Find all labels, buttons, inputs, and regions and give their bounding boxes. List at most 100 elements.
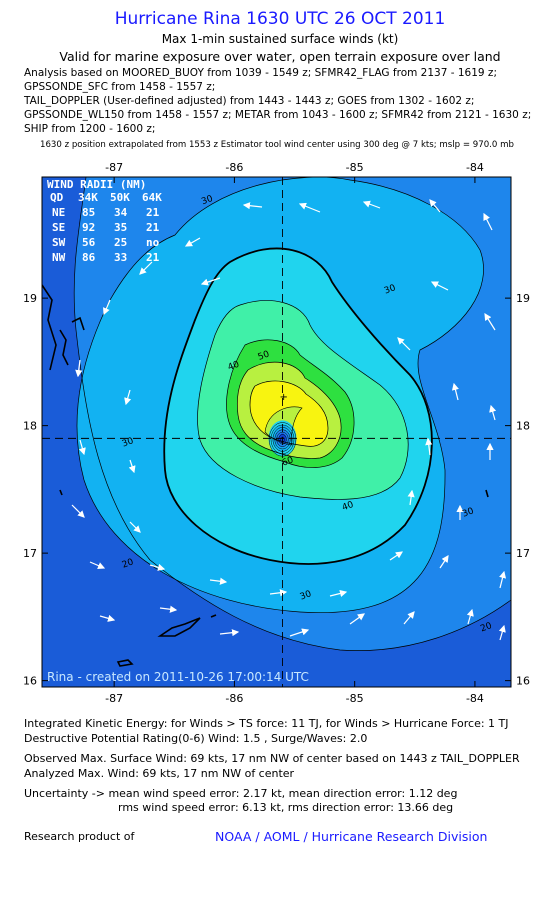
wind-vector	[484, 312, 496, 331]
x-tick-label-top: -86	[225, 161, 243, 174]
y-tick-label-right: 18	[516, 420, 530, 433]
contour-30-line	[76, 177, 484, 614]
chart-subtitle: Max 1-min sustained surface winds (kt)	[161, 32, 399, 46]
credit-text: Rina - created on 2011-10-26 17:00:14 UT…	[47, 670, 309, 684]
wind-vector	[269, 589, 288, 597]
analysis-line: GPSSONDE_SFC from 1458 - 1557 z;	[24, 81, 216, 93]
x-tick-label-top: -85	[346, 161, 364, 174]
contour-label: 30	[461, 506, 475, 519]
wind-vector	[329, 589, 348, 597]
wind-radii-header: QD	[50, 191, 64, 204]
contour-label: 30	[200, 194, 214, 207]
island-guanaja	[210, 614, 217, 618]
wind-radii-cell: 35	[114, 221, 127, 234]
contour-label: 30	[299, 589, 313, 602]
wind-radii-header: 64K	[142, 191, 162, 204]
contour-65-line	[236, 361, 342, 459]
x-axis-ticks: -87 -87 -86 -86 -85 -85 -84 -84	[105, 161, 484, 705]
wind-vector	[397, 337, 411, 351]
contour-label: 30	[121, 436, 135, 449]
analyzed-max-text: Analyzed Max. Wind: 69 kts, 17 nm NW of …	[24, 767, 295, 780]
wind-radii-cell: 34	[114, 206, 128, 219]
wind-vector	[451, 382, 459, 401]
contour-68-line	[249, 380, 329, 447]
land-outline	[42, 284, 489, 667]
wind-vector	[289, 628, 310, 637]
y-axis-ticks: 16 16 17 17 18 18 19 19	[23, 292, 530, 688]
wind-vector	[200, 277, 221, 286]
coast-yucatan	[42, 284, 57, 371]
y-tick-label-left: 17	[23, 547, 37, 560]
contour-label: 30	[383, 283, 397, 296]
wind-radii-table: WIND RADII (NM)QD 34K 50K 64K NE 85 34 21 SE 92 35…	[47, 178, 162, 264]
wind-radii-cell: SW	[52, 236, 66, 249]
wind-radii-cell: no	[146, 236, 160, 249]
wind-vector	[298, 202, 321, 213]
wind-vector	[159, 605, 178, 613]
wind-vector	[209, 577, 228, 585]
wind-radii-cell: 21	[146, 206, 160, 219]
wind-radii-header: 34K	[78, 191, 98, 204]
chart-title: Hurricane Rina 1630 UTC 26 OCT 2011	[114, 9, 446, 29]
x-tick-label-top: -84	[466, 161, 484, 174]
wind-radii-title: WIND RADII (NM)	[47, 178, 146, 191]
contour-label: 40	[227, 360, 241, 373]
wind-vector	[429, 199, 441, 213]
analysis-line: GPSSONDE_WL150 from 1458 - 1557 z; METAR…	[24, 109, 532, 121]
contour-20-line	[73, 177, 511, 651]
wind-vector	[430, 281, 449, 291]
contour-label: 50	[257, 349, 271, 362]
analysis-line: Analysis based on MOORED_BUOY from 1039 …	[24, 67, 497, 79]
wind-vector	[99, 614, 116, 622]
analysis-line: TAIL_DOPPLER (User-defined adjusted) fro…	[24, 95, 475, 107]
wind-vector	[124, 389, 132, 406]
wind-vector	[483, 212, 493, 231]
wind-vector	[149, 563, 166, 571]
x-tick-label-top: -87	[105, 161, 123, 174]
wind-radii-cell: 85	[82, 206, 95, 219]
plot-frame	[41, 176, 512, 688]
wind-vector	[498, 624, 506, 641]
wind-vector	[439, 555, 449, 569]
wind-max-marker: +	[280, 392, 288, 403]
wind-vectors	[71, 199, 507, 641]
island-swan	[485, 489, 489, 498]
wind-vector	[78, 439, 86, 456]
wind-radii-cell: 92	[82, 221, 95, 234]
contour-68-lobe-line	[264, 406, 303, 446]
wind-radii-cell: 33	[114, 251, 127, 264]
wind-radii-cell: 56	[82, 236, 96, 249]
contour-fills	[42, 177, 511, 687]
island-cozumel	[59, 329, 69, 366]
wind-vector	[89, 561, 106, 569]
wind-vector	[349, 613, 365, 625]
wind-vector	[242, 202, 263, 210]
x-tick-label-bottom: -87	[105, 692, 123, 705]
wind-vector	[139, 261, 153, 275]
y-tick-label-left: 19	[23, 292, 37, 305]
wind-vector	[184, 237, 201, 247]
contour-40-line	[163, 247, 433, 565]
wind-vector	[71, 504, 85, 518]
analysis-line: SHIP from 1200 - 1600 z;	[24, 123, 156, 135]
wind-vector	[75, 359, 83, 378]
contour-label: 20	[479, 621, 493, 634]
y-tick-label-left: 18	[23, 420, 37, 433]
org-link[interactable]: NOAA / AOML / Hurricane Research Divisio…	[215, 829, 488, 844]
wind-radii-cell: 25	[114, 236, 127, 249]
wind-vector	[499, 570, 507, 589]
wind-radii-cell: SE	[52, 221, 65, 234]
contour-60-line	[226, 339, 355, 468]
contour-label: 20	[121, 557, 135, 570]
x-tick-label-bottom: -86	[225, 692, 243, 705]
contour-label: 60	[281, 455, 295, 468]
wind-radii-cell: NE	[52, 206, 65, 219]
observed-max-text: Observed Max. Surface Wind: 69 kts, 17 n…	[24, 752, 520, 765]
wind-vector	[128, 459, 136, 474]
wind-vector	[103, 299, 111, 316]
wind-vector	[489, 404, 497, 421]
wind-vector	[362, 200, 381, 209]
wind-vector	[466, 608, 474, 625]
wind-radii-header: 50K	[110, 191, 130, 204]
